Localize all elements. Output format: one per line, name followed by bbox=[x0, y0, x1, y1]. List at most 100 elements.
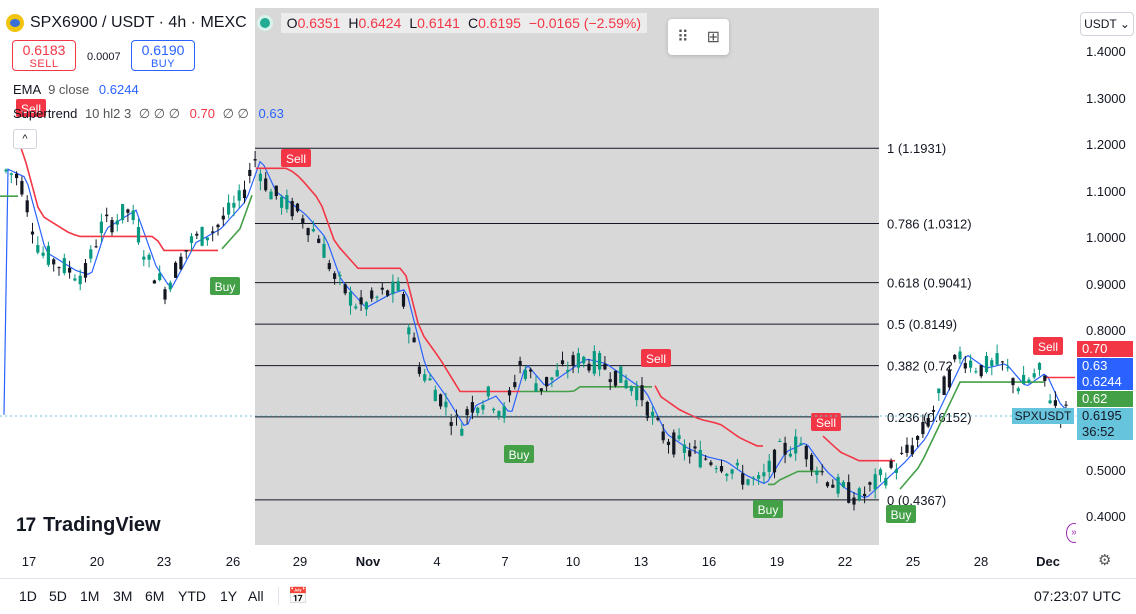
candle-body bbox=[656, 418, 660, 420]
candle-body bbox=[73, 278, 77, 281]
range-button-all[interactable]: All bbox=[248, 588, 264, 604]
supertrend-legend[interactable]: Supertrend 10 hl2 3 ∅ ∅ ∅ 0.70 ∅ ∅ 0.63 bbox=[13, 106, 284, 122]
drag-handle-icon[interactable]: ⠿ bbox=[676, 29, 689, 46]
buy-button[interactable]: 0.6190 BUY bbox=[131, 40, 195, 71]
candle-body bbox=[391, 281, 395, 295]
sell-signal-badge bbox=[281, 149, 311, 167]
ema-value: 0.6244 bbox=[98, 82, 139, 97]
candle-body bbox=[984, 355, 989, 372]
price-tick: 1.0000 bbox=[1086, 230, 1126, 245]
object-tree-icon[interactable]: ⊞ bbox=[706, 29, 721, 46]
range-button-3m[interactable]: 3M bbox=[113, 588, 133, 604]
candle-body bbox=[979, 365, 983, 377]
candle-body bbox=[375, 296, 379, 298]
candle-body bbox=[566, 370, 570, 373]
range-button-6m[interactable]: 6M bbox=[145, 588, 165, 604]
candle-body bbox=[513, 382, 517, 388]
candle-body bbox=[719, 465, 724, 472]
supertrend-empty-values-2: ∅ ∅ bbox=[222, 106, 249, 121]
candle-body bbox=[841, 481, 845, 488]
candle-body bbox=[41, 252, 45, 256]
range-button-5d[interactable]: 5D bbox=[49, 588, 67, 604]
candle-body bbox=[635, 387, 639, 401]
candle-body bbox=[295, 203, 300, 212]
sell-price: 0.6183 bbox=[22, 42, 66, 58]
candle-body bbox=[884, 478, 888, 486]
ema-params: 9 close bbox=[48, 82, 90, 97]
candle-body bbox=[78, 275, 82, 285]
candle-body bbox=[1022, 374, 1026, 384]
candle-body bbox=[20, 180, 24, 195]
candle-body bbox=[831, 484, 835, 488]
candle-body bbox=[470, 402, 474, 413]
candle-body bbox=[354, 306, 358, 309]
price-tick: 0.5000 bbox=[1086, 462, 1126, 478]
candle-body bbox=[460, 428, 464, 436]
candle-body bbox=[741, 473, 745, 485]
candle-body bbox=[788, 453, 792, 457]
candle-body bbox=[237, 190, 241, 201]
candle-body bbox=[772, 449, 777, 473]
buy-label: BUY bbox=[150, 58, 176, 70]
candle-body bbox=[57, 267, 61, 269]
price-tick: 1.4000 bbox=[1086, 44, 1126, 59]
fib-level-label: 0.236 (0.6152) bbox=[887, 410, 972, 425]
candle-body bbox=[253, 159, 257, 161]
candle-body bbox=[608, 379, 612, 382]
candle-body bbox=[757, 475, 761, 479]
time-tick: Nov bbox=[355, 554, 381, 569]
currency-select[interactable]: USDT ⌄ bbox=[1080, 12, 1134, 36]
tradingview-logo[interactable]: 17 TradingView bbox=[16, 514, 161, 537]
fib-level-label: 0.786 (1.0312) bbox=[887, 216, 972, 231]
price-tick: 1.2000 bbox=[1086, 137, 1126, 152]
candle-body bbox=[889, 461, 893, 468]
candle-body bbox=[189, 236, 194, 243]
range-button-1d[interactable]: 1D bbox=[19, 588, 37, 604]
price-axis-label: 0.62 bbox=[1077, 391, 1133, 407]
chart-canvas[interactable]: 1 (1.1931) 0.786 (1.0312) 0.618 (0.9041) 0.… bbox=[0, 0, 1076, 545]
candle-body bbox=[1000, 361, 1004, 363]
candle-body bbox=[216, 224, 220, 228]
date-range-calendar-icon[interactable]: 📅 bbox=[288, 588, 308, 605]
chart-area[interactable]: 1 (1.1931) 0.786 (1.0312) 0.618 (0.9041) 0.… bbox=[0, 0, 1076, 545]
candle-body bbox=[963, 363, 967, 369]
candle-body bbox=[666, 441, 671, 446]
range-button-ytd[interactable]: YTD bbox=[178, 588, 206, 604]
market-status-icon[interactable] bbox=[256, 15, 273, 31]
candle-body bbox=[1053, 400, 1057, 406]
settings-gear-icon[interactable]: ⚙ bbox=[1098, 552, 1112, 569]
candle-body bbox=[804, 445, 808, 460]
candle-body bbox=[990, 360, 994, 367]
candle-body bbox=[751, 477, 755, 479]
price-axis[interactable] bbox=[1076, 0, 1136, 545]
sell-signal-badge bbox=[811, 413, 841, 431]
candle-body bbox=[767, 460, 771, 472]
candle-body bbox=[147, 254, 151, 260]
symbol-title[interactable]: SPX6900 / USDT · 4h · MEXC bbox=[30, 14, 247, 31]
candle-body bbox=[916, 435, 920, 440]
utc-clock[interactable]: 07:23:07 UTC bbox=[1034, 588, 1122, 604]
ohlc-values: O0.6351 H0.6424 L0.6141 C0.6195 −0.0165 … bbox=[280, 13, 648, 33]
range-button-1m[interactable]: 1M bbox=[80, 588, 100, 604]
ema-legend[interactable]: EMA 9 close 0.6244 bbox=[13, 82, 139, 97]
candle-body bbox=[115, 220, 119, 225]
sell-signal-label: Sell bbox=[286, 152, 306, 166]
range-button-1y[interactable]: 1Y bbox=[220, 588, 238, 604]
buy-signal-label: Buy bbox=[891, 508, 912, 522]
ohlc-open-value: 0.6351 bbox=[297, 15, 341, 31]
time-tick: 29 bbox=[292, 554, 308, 569]
candle-body bbox=[698, 449, 702, 468]
candle-body bbox=[110, 219, 114, 233]
candle-body bbox=[285, 195, 289, 210]
candle-body bbox=[433, 389, 437, 402]
floating-toolbar[interactable]: ⠿ ⊞ bbox=[668, 19, 729, 55]
spread-value: 0.0007 bbox=[87, 51, 121, 63]
supertrend-down-line bbox=[19, 144, 218, 252]
collapse-legend-button[interactable]: ^ bbox=[13, 129, 37, 149]
candle-body bbox=[333, 273, 337, 279]
time-axis[interactable]: 17 20 23 26 29 Nov 4 7 10 13 16 19 22 25 28 Dec bbox=[0, 545, 1076, 575]
candle-body bbox=[301, 218, 305, 224]
supertrend-up-line bbox=[221, 194, 253, 250]
sell-button[interactable]: 0.6183 SELL bbox=[12, 40, 76, 71]
fib-level-label: 0.382 (0.72 bbox=[887, 359, 953, 374]
